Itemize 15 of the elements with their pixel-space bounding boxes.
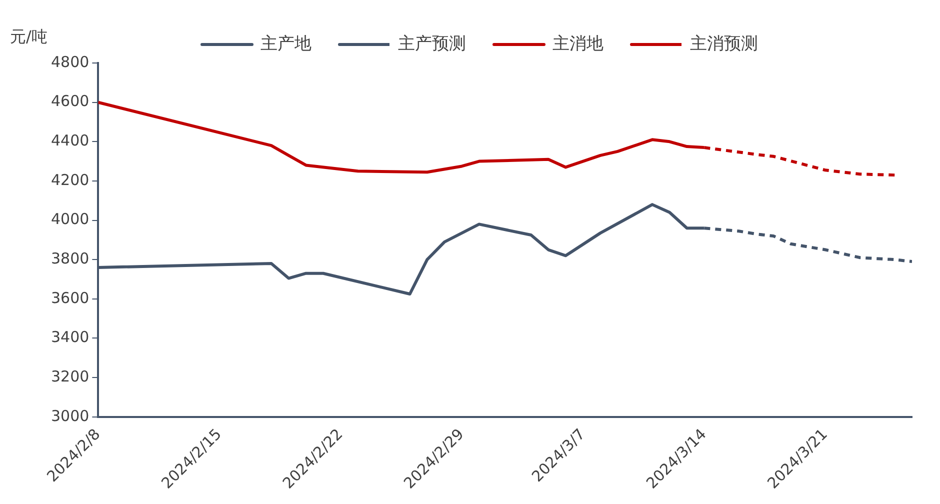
- y-axis-title: 元/吨: [10, 27, 48, 46]
- y-tick-label: 3400: [50, 328, 90, 346]
- legend-label: 主消预测: [690, 34, 758, 54]
- y-tick-label: 4000: [50, 210, 90, 228]
- y-tick-label: 4200: [50, 170, 90, 189]
- y-tick-label: 4600: [50, 92, 90, 110]
- legend-label: 主产预测: [398, 34, 466, 54]
- y-tick-label: 3000: [50, 406, 90, 425]
- y-tick-label: 3200: [50, 367, 90, 386]
- y-tick-label: 4400: [50, 132, 90, 150]
- legend-label: 主消地: [552, 34, 604, 54]
- y-tick-label: 4800: [50, 52, 90, 71]
- y-tick-label: 3800: [50, 249, 90, 268]
- y-tick-label: 3600: [50, 288, 90, 307]
- legend-label: 主产地: [260, 34, 312, 54]
